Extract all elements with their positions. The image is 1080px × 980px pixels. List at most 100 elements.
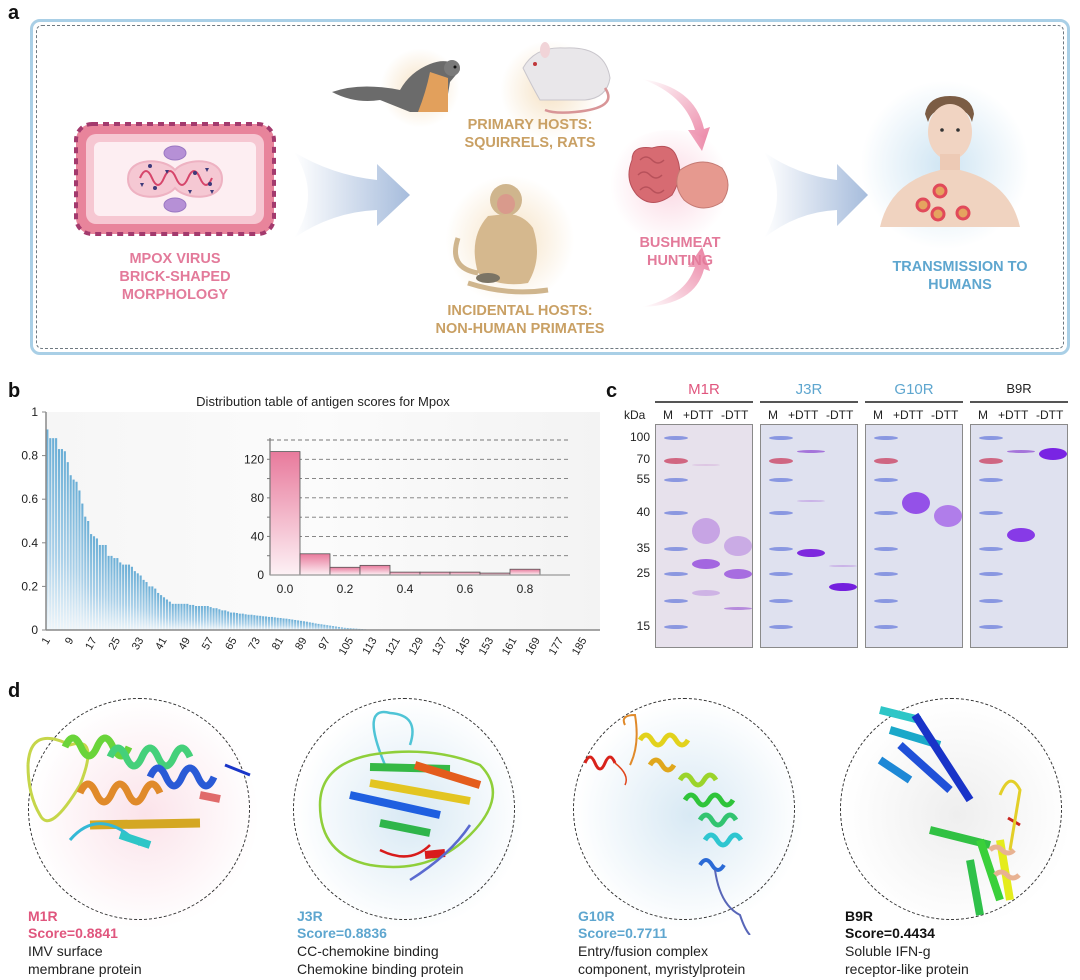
- inset-bar: [509, 568, 541, 576]
- ladder-band: [769, 436, 793, 440]
- x-tick-label: 169: [523, 636, 543, 658]
- gel-image: [655, 424, 753, 648]
- ladder-band: [874, 458, 898, 464]
- gel-title: J3R: [795, 381, 823, 398]
- bar: [232, 612, 236, 630]
- inset-y-tick-label: 80: [251, 491, 265, 505]
- x-tick-label: 121: [383, 636, 403, 658]
- x-tick-label: 81: [270, 636, 287, 653]
- gel-title-rule: [655, 401, 753, 403]
- structure-name: B9R: [845, 908, 874, 924]
- x-tick-label: 25: [107, 636, 124, 653]
- protein-band: [692, 559, 720, 569]
- x-tick-label: 89: [293, 636, 310, 653]
- bar: [270, 616, 273, 630]
- bar: [264, 616, 268, 630]
- bar: [302, 621, 306, 630]
- ladder-band: [769, 547, 793, 551]
- x-tick-label: 105: [337, 636, 357, 658]
- bar: [320, 624, 323, 630]
- b9r-structure-icon: [877, 706, 1022, 916]
- ladder-band: [874, 599, 898, 603]
- bar: [78, 490, 81, 630]
- lane-label: -DTT: [721, 408, 749, 422]
- bar: [87, 521, 90, 630]
- bar: [168, 601, 171, 630]
- bar: [311, 622, 314, 630]
- bar: [273, 617, 276, 630]
- gel-image: [760, 424, 858, 648]
- lane-label: +DTT: [788, 408, 819, 422]
- human-icon: [880, 96, 1020, 227]
- bar: [142, 579, 145, 630]
- bar: [282, 618, 285, 630]
- antigen-score-chart: Distribution table of antigen scores for…: [21, 394, 600, 658]
- bar: [334, 626, 338, 630]
- ladder-band: [874, 572, 898, 576]
- gel-title: B9R: [1006, 381, 1032, 396]
- protein-band: [797, 500, 825, 502]
- gel-image: [865, 424, 963, 648]
- structure-score: Score=0.8841: [28, 925, 118, 941]
- incidental-hosts-line-1: INCIDENTAL HOSTS:: [447, 303, 593, 319]
- structure-desc-line-2: component, myristylprotein: [578, 961, 746, 977]
- ladder-band: [664, 547, 688, 551]
- incidental-hosts-label: INCIDENTAL HOSTS: NON-HUMAN PRIMATES: [410, 302, 630, 338]
- primary-hosts-line-2: SQUIRRELS, RATS: [464, 135, 596, 151]
- protein-band: [724, 536, 752, 556]
- ladder-band: [979, 478, 1003, 482]
- structure-name: M1R: [28, 908, 58, 924]
- lane-label: +DTT: [893, 408, 924, 422]
- bar: [101, 544, 104, 630]
- organ-icon: [628, 145, 729, 209]
- transmission-line-2: HUMANS: [928, 277, 992, 293]
- gel-title-rule: [760, 401, 858, 403]
- x-tick-label: 1: [40, 636, 53, 647]
- structure-name: J3R: [297, 908, 323, 924]
- ladder-band: [874, 547, 898, 551]
- bar: [174, 603, 177, 630]
- bar: [317, 623, 320, 630]
- ladder-band: [979, 572, 1003, 576]
- ladder-band: [769, 458, 793, 464]
- bar: [329, 625, 332, 630]
- x-tick-label: 33: [130, 636, 147, 653]
- lane-label: -DTT: [1036, 408, 1064, 422]
- arrow-icon: [294, 152, 410, 238]
- bar: [52, 438, 55, 630]
- bar: [209, 607, 212, 630]
- rat-icon: [522, 42, 611, 114]
- protein-band: [797, 549, 825, 557]
- protein-band: [692, 464, 720, 466]
- bar: [180, 603, 183, 630]
- bar: [116, 558, 119, 630]
- bar: [154, 588, 157, 630]
- g10r-boundary: [573, 698, 795, 920]
- ladder-band: [769, 478, 793, 482]
- arrow-up-icon: [642, 247, 710, 307]
- bar: [218, 609, 221, 630]
- bar: [75, 481, 78, 630]
- bar: [122, 564, 125, 630]
- inset-bar: [299, 553, 331, 576]
- bar: [177, 603, 180, 630]
- protein-band: [1039, 448, 1067, 460]
- bar: [95, 538, 98, 630]
- lane-label: M: [663, 408, 673, 422]
- bar: [90, 534, 93, 630]
- x-tick-label: 145: [453, 636, 473, 658]
- inset-x-tick-label: 0.2: [337, 582, 354, 596]
- bar: [238, 613, 241, 630]
- ladder-band: [874, 436, 898, 440]
- inset-y-tick-label: 120: [244, 452, 264, 466]
- bar: [203, 606, 206, 630]
- structure-name: G10R: [578, 908, 615, 924]
- kda-marker-label: 55: [636, 472, 650, 486]
- bar: [125, 564, 128, 630]
- ladder-band: [664, 599, 688, 603]
- bar: [84, 516, 87, 630]
- y-tick-label: 0.2: [21, 579, 38, 593]
- x-tick-label: 73: [246, 636, 263, 653]
- bar: [314, 623, 317, 630]
- x-tick-label: 113: [360, 636, 379, 657]
